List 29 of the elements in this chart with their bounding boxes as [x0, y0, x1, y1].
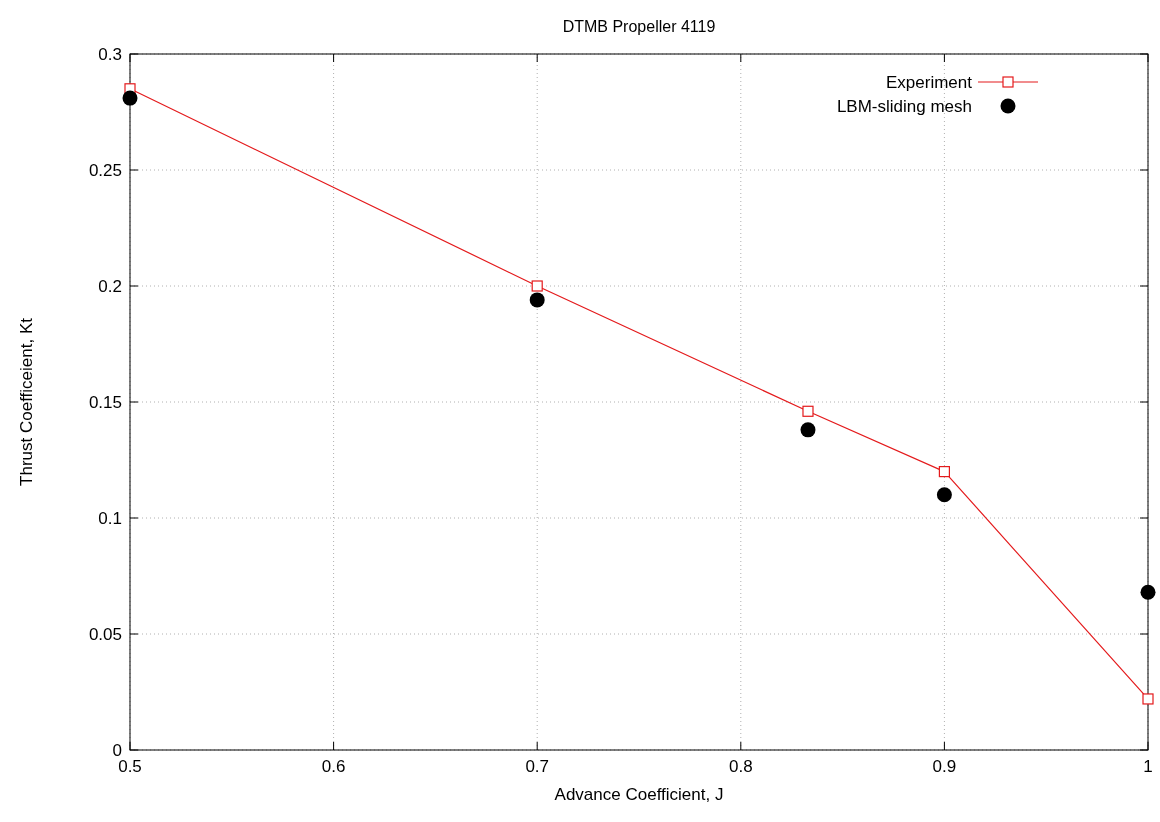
- point: [802, 405, 814, 417]
- y-axis-title: Thrust Coefficeient, Kt: [17, 317, 36, 486]
- legend-entry: LBM-sliding mesh: [836, 97, 1016, 116]
- point: [531, 280, 543, 292]
- point: [936, 487, 952, 503]
- point: [529, 292, 545, 308]
- legend-label: Experiment: [886, 73, 973, 92]
- point: [122, 90, 138, 106]
- point: [1140, 584, 1156, 600]
- point: [800, 422, 816, 438]
- chart-title: DTMB Propeller 4119: [562, 18, 716, 35]
- x-tick-label: 0.5: [118, 757, 142, 776]
- y-tick-label: 0: [112, 741, 122, 760]
- y-tick-label: 0.05: [88, 625, 122, 644]
- x-tick-label: 0.8: [728, 757, 753, 776]
- y-tick-label: 0.15: [88, 393, 122, 412]
- point: [1142, 693, 1154, 705]
- legend-entry: Experiment: [886, 73, 1039, 92]
- x-tick-label: 1: [1143, 757, 1153, 776]
- x-tick-label: 0.6: [321, 757, 346, 776]
- y-tick-label: 0.1: [98, 509, 122, 528]
- legend-label: LBM-sliding mesh: [836, 97, 972, 116]
- x-axis-title: Advance Coefficient, J: [554, 785, 724, 804]
- x-tick-label: 0.7: [525, 757, 550, 776]
- x-tick-label: 0.9: [932, 757, 957, 776]
- y-tick-label: 0.25: [88, 161, 122, 180]
- point: [938, 466, 950, 478]
- y-tick-label: 0.3: [98, 45, 122, 64]
- y-tick-label: 0.2: [98, 277, 122, 296]
